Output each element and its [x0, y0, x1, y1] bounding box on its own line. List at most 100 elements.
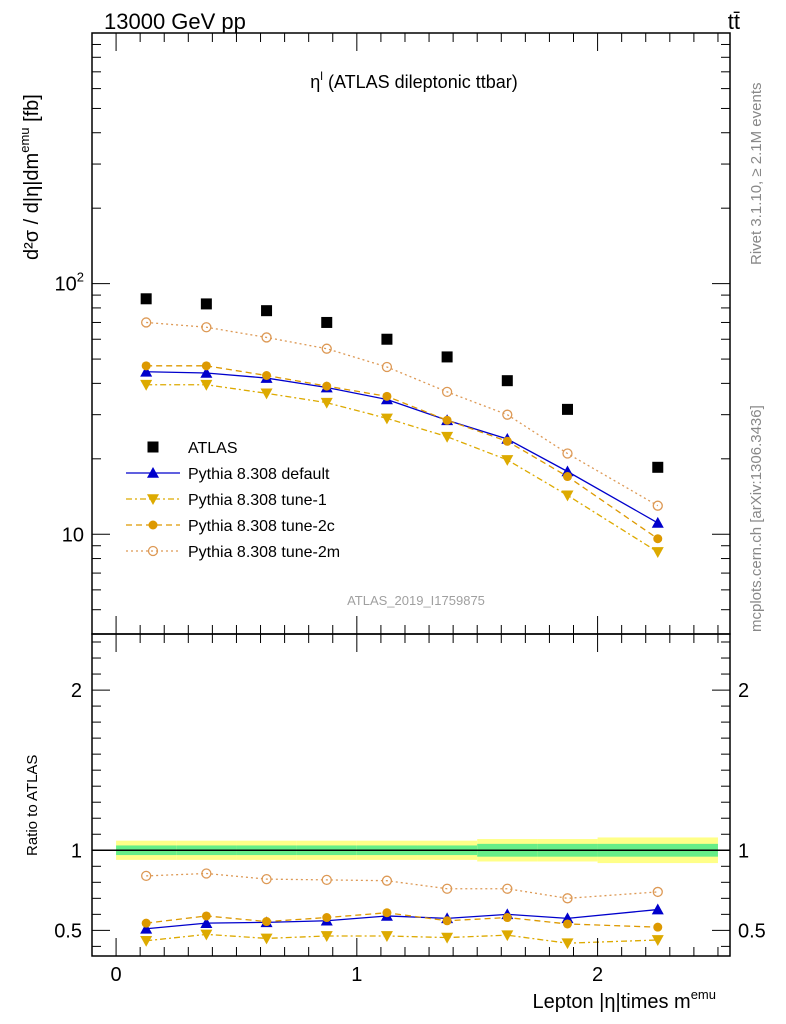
data-point [140, 379, 153, 391]
data-point [262, 917, 272, 927]
data-point [141, 317, 152, 328]
data-point [320, 931, 333, 942]
ratio-tick-label-left: 1 [71, 840, 82, 862]
data-point [382, 391, 392, 401]
x-axis-label: Lepton |η|times memu [532, 987, 716, 1013]
data-point [501, 930, 514, 942]
legend-label: ATLAS [188, 440, 238, 457]
ratio-tick-label-right: 0.5 [738, 920, 766, 942]
side-label-rivet: Rivet 3.1.10, ≥ 2.1M events [748, 83, 765, 266]
data-point [140, 293, 152, 305]
ratio-panel: 0.5 0.5 1 1 2 2 0 1 2 [54, 633, 766, 986]
data-point [261, 305, 273, 317]
data-point [501, 375, 513, 387]
data-point [201, 868, 212, 879]
ratio-tick-label-right: 2 [738, 680, 749, 702]
data-point [321, 874, 332, 886]
data-point [321, 343, 332, 354]
data-point [147, 441, 159, 453]
y-tick-label: 102 [55, 270, 84, 296]
data-point [651, 516, 664, 528]
data-point [261, 873, 272, 885]
data-point [441, 883, 453, 894]
y-axis-label: d²σ / d|η|dmemu [fb] [17, 94, 43, 260]
data-point [441, 431, 454, 443]
data-point [561, 938, 574, 950]
data-point [148, 520, 158, 530]
legend-label: Pythia 8.308 tune-2c [188, 518, 335, 535]
data-point [140, 922, 153, 934]
x-tick-label: 1 [351, 964, 362, 986]
data-point [652, 886, 663, 898]
series-line [146, 384, 659, 553]
data-point [380, 931, 393, 942]
data-point [200, 917, 213, 928]
ratio-y-axis-label: Ratio to ATLAS [24, 755, 41, 856]
data-point [201, 911, 211, 921]
data-point [380, 413, 393, 425]
data-point [261, 332, 272, 343]
data-point [321, 316, 333, 328]
data-point [501, 455, 514, 466]
y-tick-label: 10 [62, 524, 84, 546]
data-point [651, 903, 664, 915]
data-point [200, 366, 213, 378]
data-point [382, 908, 392, 918]
data-point [562, 919, 572, 929]
data-point [260, 933, 273, 945]
data-point [651, 547, 664, 558]
ratio-series-line [146, 872, 658, 899]
data-point [201, 322, 212, 333]
data-point [381, 361, 393, 373]
data-point [141, 918, 151, 928]
data-point [320, 397, 333, 409]
data-point [562, 893, 573, 904]
data-point [141, 361, 151, 371]
plot-title: ηl (ATLAS dileptonic ttbar) [310, 69, 517, 92]
data-point [201, 361, 211, 371]
data-point [562, 448, 573, 459]
legend-label: Pythia 8.308 tune-1 [188, 492, 327, 509]
data-point [442, 916, 452, 926]
data-point [561, 403, 573, 415]
data-point [200, 929, 213, 941]
legend-label: Pythia 8.308 default [188, 466, 330, 483]
ratio-frame [91, 633, 731, 957]
data-point [502, 883, 513, 894]
header-final-state: tt̄ [728, 9, 740, 34]
data-point [502, 409, 513, 420]
data-point [141, 870, 152, 882]
data-point [561, 490, 574, 502]
data-point [322, 913, 332, 923]
data-point [652, 500, 663, 511]
data-point [147, 467, 159, 478]
data-point [442, 415, 452, 425]
x-tick-label: 0 [111, 964, 122, 986]
x-tick-label: 2 [592, 964, 603, 986]
data-point [441, 351, 453, 363]
data-point [140, 365, 153, 377]
data-point [653, 534, 663, 544]
data-point [441, 932, 454, 944]
data-point [652, 461, 664, 473]
ratio-series-line [146, 933, 658, 944]
data-point [561, 912, 574, 924]
data-point [262, 370, 272, 380]
series-line [146, 321, 659, 507]
data-point [381, 333, 393, 345]
legend-label: Pythia 8.308 tune-2m [188, 544, 340, 561]
data-point [381, 875, 393, 886]
analysis-watermark: ATLAS_2019_I1759875 [347, 593, 485, 608]
data-point [260, 388, 273, 400]
data-point [502, 913, 512, 923]
data-point [200, 379, 213, 391]
data-point [651, 935, 664, 946]
data-point [562, 472, 572, 482]
data-point [147, 494, 159, 505]
data-point [140, 935, 153, 947]
side-label-mcplots: mcplots.cern.ch [arXiv:1306.3436] [748, 405, 765, 632]
ratio-series-line [146, 912, 658, 928]
ratio-series-line [146, 908, 658, 930]
data-point [441, 386, 453, 398]
